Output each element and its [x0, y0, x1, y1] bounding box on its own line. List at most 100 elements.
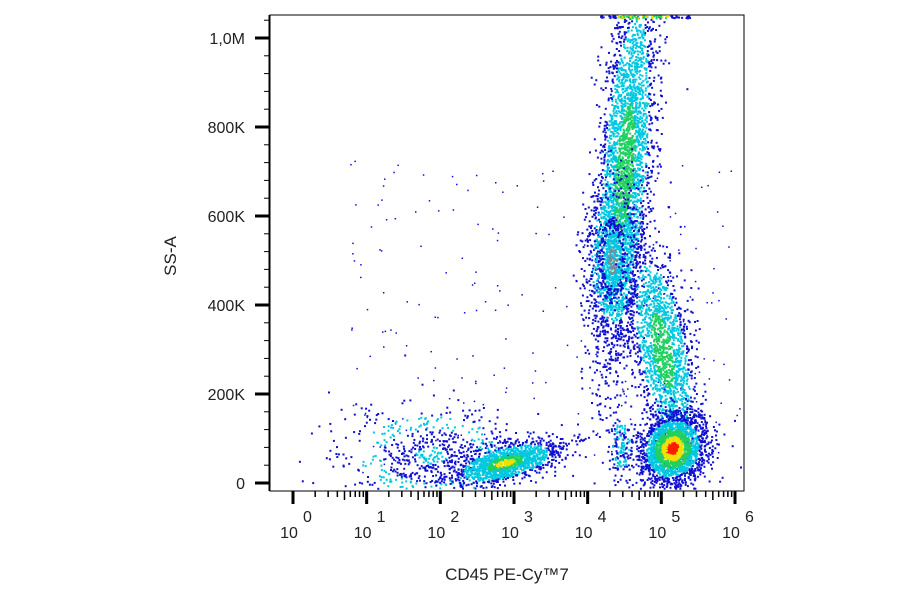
- scatter-point: [597, 55, 600, 58]
- scatter-point: [385, 471, 387, 474]
- scatter-point: [564, 456, 567, 459]
- scatter-point: [491, 485, 494, 488]
- scatter-point: [619, 394, 622, 397]
- scatter-point: [486, 455, 489, 457]
- scatter-point: [648, 167, 650, 169]
- scatter-point: [371, 483, 374, 486]
- scatter-point: [637, 91, 639, 94]
- scatter-point: [603, 159, 606, 162]
- scatter-point: [533, 446, 536, 449]
- scatter-point: [619, 26, 622, 29]
- scatter-point: [462, 487, 464, 490]
- scatter-point: [628, 199, 630, 202]
- scatter-point: [632, 92, 635, 94]
- scatter-point: [639, 47, 642, 50]
- scatter-point: [646, 52, 649, 55]
- scatter-point: [646, 184, 648, 187]
- scatter-point: [614, 305, 617, 308]
- scatter-point: [377, 413, 380, 415]
- scatter-point: [638, 199, 641, 202]
- scatter-point: [621, 142, 624, 145]
- scatter-point: [664, 41, 667, 44]
- scatter-point: [602, 246, 605, 249]
- scatter-point: [596, 394, 599, 397]
- scatter-point: [462, 438, 465, 441]
- scatter-point: [618, 36, 621, 39]
- scatter-point: [612, 112, 615, 115]
- scatter-point: [507, 455, 510, 458]
- scatter-point: [392, 435, 395, 438]
- scatter-point: [599, 143, 602, 146]
- scatter-point: [621, 125, 624, 128]
- scatter-point: [544, 454, 547, 457]
- scatter-point: [611, 122, 614, 125]
- scatter-point: [623, 176, 626, 179]
- scatter-point: [605, 202, 608, 205]
- scatter-point: [488, 454, 491, 457]
- scatter-point: [529, 466, 532, 469]
- scatter-point: [600, 207, 603, 210]
- scatter-point: [602, 325, 605, 328]
- scatter-point: [655, 117, 657, 120]
- scatter-point: [647, 182, 650, 185]
- scatter-point: [619, 115, 622, 118]
- scatter-point: [463, 312, 466, 314]
- scatter-point: [632, 61, 635, 64]
- scatter-point: [644, 137, 647, 140]
- scatter-point: [454, 478, 457, 480]
- scatter-point: [503, 456, 506, 459]
- scatter-point: [605, 135, 608, 138]
- scatter-point: [330, 430, 333, 433]
- scatter-point: [533, 448, 536, 451]
- scatter-point: [509, 445, 512, 448]
- scatter-point: [612, 281, 615, 284]
- scatter-point: [535, 232, 537, 235]
- scatter-point: [629, 41, 632, 43]
- scatter-point: [399, 486, 402, 488]
- scatter-point: [441, 460, 444, 463]
- scatter-point: [465, 466, 467, 469]
- scatter-point: [609, 414, 612, 417]
- scatter-point: [634, 39, 637, 42]
- scatter-point: [640, 154, 643, 157]
- scatter-point: [457, 449, 460, 452]
- scatter-point: [451, 474, 453, 477]
- scatter-point: [536, 455, 539, 458]
- scatter-point: [445, 272, 447, 274]
- scatter-point: [627, 149, 630, 152]
- scatter-point: [613, 114, 616, 117]
- scatter-point: [616, 381, 619, 383]
- scatter-point: [403, 475, 406, 477]
- scatter-point: [545, 444, 548, 446]
- scatter-point: [613, 433, 616, 436]
- scatter-point: [630, 72, 633, 75]
- scatter-point: [624, 247, 626, 250]
- scatter-point: [598, 403, 601, 406]
- scatter-point: [397, 164, 399, 167]
- scatter-point: [662, 62, 665, 65]
- scatter-point: [467, 465, 470, 468]
- scatter-point: [594, 309, 597, 312]
- scatter-point: [602, 144, 605, 147]
- scatter-point: [431, 431, 434, 434]
- scatter-point: [640, 65, 643, 68]
- scatter-point: [470, 458, 473, 461]
- scatter-point: [509, 468, 512, 471]
- scatter-point: [656, 116, 659, 119]
- scatter-point: [651, 104, 654, 107]
- scatter-point: [540, 459, 542, 462]
- scatter-point: [622, 82, 625, 85]
- scatter-point: [430, 470, 433, 473]
- scatter-point: [435, 480, 438, 483]
- scatter-point: [615, 27, 618, 29]
- scatter-point: [593, 302, 596, 305]
- scatter-point: [583, 244, 586, 246]
- scatter-point: [614, 146, 617, 149]
- scatter-point: [649, 105, 652, 108]
- scatter-point: [706, 434, 708, 437]
- scatter-point: [388, 450, 390, 453]
- scatter-point: [422, 466, 425, 469]
- scatter-point: [605, 231, 608, 234]
- scatter-point: [616, 188, 619, 191]
- scatter-point: [616, 297, 619, 300]
